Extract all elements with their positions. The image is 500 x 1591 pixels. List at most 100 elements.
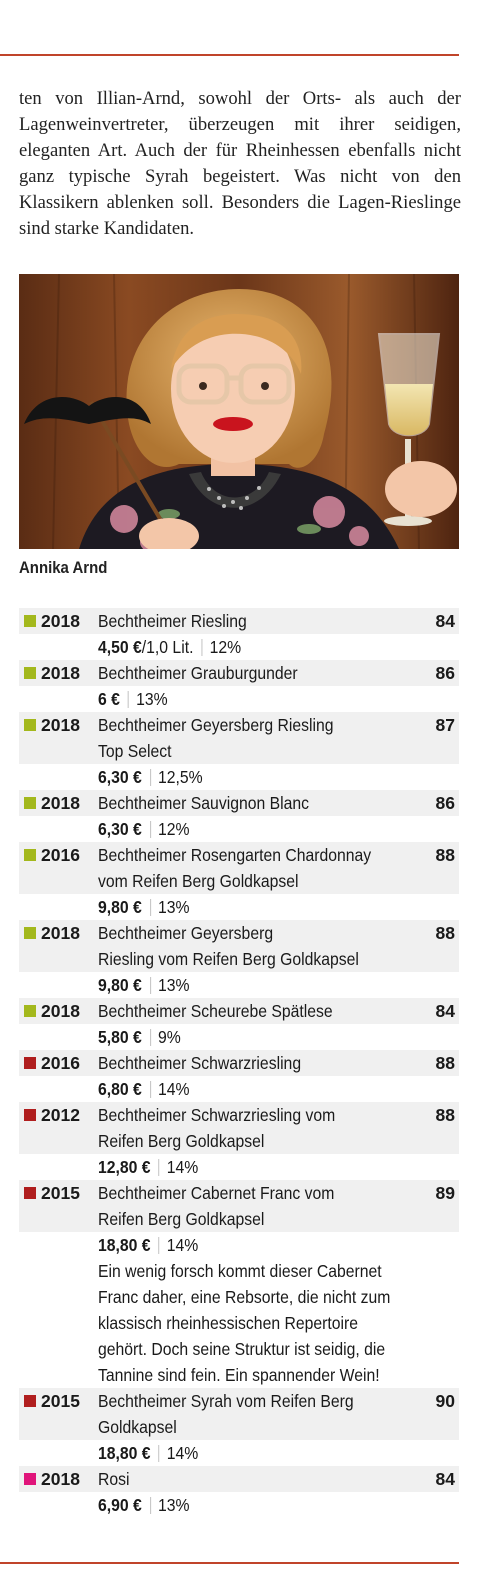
separator-bar <box>149 1497 151 1514</box>
wine-description-line: gehört. Doch seine Struktur ist seidig, … <box>98 1339 386 1359</box>
wine-year: 2015 <box>41 1391 80 1411</box>
white-wine-square-icon <box>24 927 36 939</box>
red-wine-square-icon <box>24 1187 36 1199</box>
wine-name-row: Reifen Berg Goldkapsel <box>19 1128 459 1154</box>
white-wine-square-icon <box>24 667 36 679</box>
separator-bar <box>201 639 203 656</box>
wine-year: 2018 <box>41 793 80 813</box>
wine-score: 84 <box>435 1001 455 1021</box>
wine-entry: 2015 90 Bechtheimer Syrah vom Reifen Berg G… <box>19 1388 459 1466</box>
wine-alcohol: 12% <box>209 637 242 657</box>
wine-alcohol: 13% <box>157 1495 190 1515</box>
wine-alcohol: 14% <box>166 1235 199 1255</box>
wine-year: 2012 <box>41 1105 80 1125</box>
wine-year: 2018 <box>41 663 80 683</box>
wine-score: 84 <box>435 1469 455 1489</box>
wine-year: 2018 <box>41 715 80 735</box>
wine-name: Bechtheimer Cabernet Franc vom <box>98 1183 335 1203</box>
wine-name: Bechtheimer Geyersberg <box>98 923 274 943</box>
wine-price-line: 6,90 € 13% <box>98 1492 190 1518</box>
wine-alcohol: 9% <box>157 1027 181 1047</box>
wine-price-line: 4,50 €/1,0 Lit. 12% <box>98 634 241 660</box>
wine-name: Goldkapsel <box>98 1417 177 1437</box>
wine-price: 6,80 € <box>98 1079 142 1099</box>
white-wine-square-icon <box>24 797 36 809</box>
wine-score: 88 <box>435 1053 455 1073</box>
wine-price-row: 12,80 € 14% <box>19 1154 459 1180</box>
wine-price-row: 4,50 €/1,0 Lit. 12% <box>19 634 459 660</box>
wine-score: 86 <box>435 793 455 813</box>
wine-score: 87 <box>435 715 455 735</box>
wine-name-row: Riesling vom Reifen Berg Goldkapsel <box>19 946 459 972</box>
wine-price: 4,50 € <box>98 637 142 657</box>
separator-bar <box>158 1237 160 1254</box>
wine-alcohol: 14% <box>157 1079 190 1099</box>
photo-caption: Annika Arnd <box>19 558 108 577</box>
wine-name: Bechtheimer Riesling <box>98 611 247 631</box>
wine-score: 84 <box>435 611 455 631</box>
wine-entry: 2015 89 Bechtheimer Cabernet Franc vom Reif… <box>19 1180 459 1388</box>
wine-name-row: 2016 88 Bechtheimer Schwarzriesling <box>19 1050 459 1076</box>
wine-price-row: 6,80 € 14% <box>19 1076 459 1102</box>
red-wine-square-icon <box>24 1395 36 1407</box>
white-wine-square-icon <box>24 719 36 731</box>
wine-description: Ein wenig forsch kommt dieser Cabernet Fr… <box>98 1258 458 1388</box>
top-rule <box>0 54 459 56</box>
wine-name-row: 2018 88 Bechtheimer Geyersberg <box>19 920 459 946</box>
wine-price-line: 6,30 € 12,5% <box>98 764 203 790</box>
wine-price: 6 € <box>98 689 120 709</box>
wine-name-row: Reifen Berg Goldkapsel <box>19 1206 459 1232</box>
wine-name-row: 2015 89 Bechtheimer Cabernet Franc vom <box>19 1180 459 1206</box>
wine-name-row: 2016 88 Bechtheimer Rosengarten Chardonnay <box>19 842 459 868</box>
separator-bar <box>158 1445 160 1462</box>
wine-name: Reifen Berg Goldkapsel <box>98 1131 265 1151</box>
wine-description-line: Franc daher, eine Rebsorte, die nicht zu… <box>98 1287 391 1307</box>
wine-price: 9,80 € <box>98 975 142 995</box>
wine-entry: 2016 88 Bechtheimer Schwarzriesling 6,80 € 1… <box>19 1050 459 1102</box>
wine-name: Bechtheimer Schwarzriesling <box>98 1053 302 1073</box>
wine-price: 6,30 € <box>98 819 142 839</box>
wine-price-row: 6,90 € 13% <box>19 1492 459 1518</box>
wine-entry: 2018 86 Bechtheimer Grauburgunder 6 € 13% <box>19 660 459 712</box>
wine-name: Bechtheimer Scheurebe Spätlese <box>98 1001 333 1021</box>
wine-score: 88 <box>435 1105 455 1125</box>
wine-name-row: 2018 84 Bechtheimer Scheurebe Spätlese <box>19 998 459 1024</box>
wine-description-line: Tannine sind fein. Ein spannender Wein! <box>98 1365 380 1385</box>
wine-name: Rosi <box>98 1469 130 1489</box>
separator-bar <box>149 1029 151 1046</box>
wine-list: 2018 84 Bechtheimer Riesling 4,50 €/1,0 Lit… <box>19 608 459 1518</box>
wine-entry: 2018 86 Bechtheimer Sauvignon Blanc 6,30 € 1… <box>19 790 459 842</box>
wine-volume: /1,0 Lit. <box>141 637 194 657</box>
wine-price-row: 9,80 € 13% <box>19 894 459 920</box>
wine-price-line: 9,80 € 13% <box>98 972 190 998</box>
wine-alcohol: 14% <box>166 1443 199 1463</box>
wine-entry: 2018 87 Bechtheimer Geyersberg Riesling Top… <box>19 712 459 790</box>
wine-price-row: 9,80 € 13% <box>19 972 459 998</box>
white-wine-square-icon <box>24 849 36 861</box>
wine-price-row: 6,30 € 12% <box>19 816 459 842</box>
wine-name: Riesling vom Reifen Berg Goldkapsel <box>98 949 359 969</box>
wine-description-line: klassisch rheinhessischen Repertoire <box>98 1313 359 1333</box>
separator-bar <box>149 1081 151 1098</box>
wine-year: 2018 <box>41 1469 80 1489</box>
red-wine-square-icon <box>24 1109 36 1121</box>
wine-year: 2015 <box>41 1183 80 1203</box>
wine-entry: 2018 84 Bechtheimer Scheurebe Spätlese 5,80… <box>19 998 459 1050</box>
wine-score: 88 <box>435 923 455 943</box>
white-wine-square-icon <box>24 1005 36 1017</box>
wine-score: 88 <box>435 845 455 865</box>
wine-price-line: 18,80 € 14% <box>98 1440 198 1466</box>
wine-price-line: 6,80 € 14% <box>98 1076 190 1102</box>
wine-price-line: 6,30 € 12% <box>98 816 190 842</box>
wine-name: Bechtheimer Rosengarten Chardonnay <box>98 845 372 865</box>
separator-bar <box>158 1159 160 1176</box>
portrait-illustration <box>19 274 459 549</box>
wine-price-line: 5,80 € 9% <box>98 1024 181 1050</box>
wine-year: 2018 <box>41 611 80 631</box>
wine-name: Bechtheimer Syrah vom Reifen Berg <box>98 1391 354 1411</box>
wine-name: Bechtheimer Schwarzriesling vom <box>98 1105 336 1125</box>
separator-bar <box>127 691 129 708</box>
wine-score: 86 <box>435 663 455 683</box>
bottom-rule <box>0 1562 459 1564</box>
wine-price-row: 18,80 € 14% <box>19 1232 459 1258</box>
